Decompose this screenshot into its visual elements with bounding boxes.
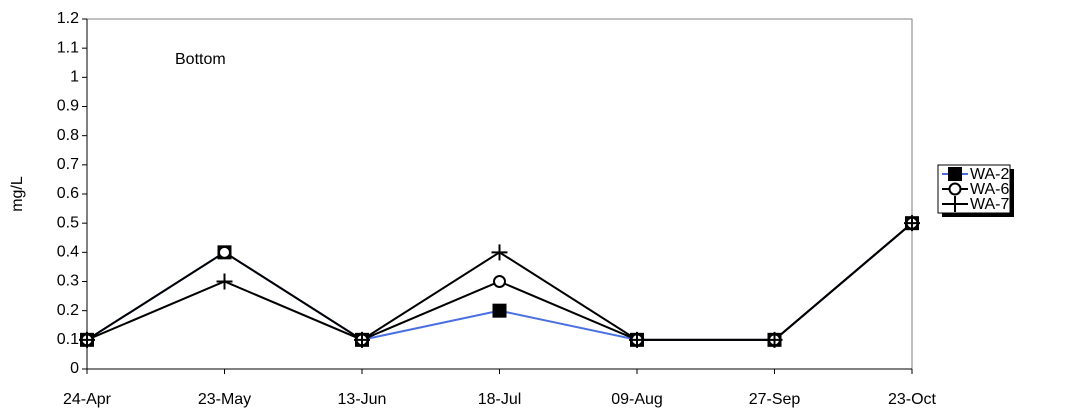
- y-tick-label: 0.2: [57, 302, 79, 319]
- marker: [218, 245, 231, 259]
- marker: [354, 331, 370, 348]
- x-tick-label: 24-Apr: [63, 391, 112, 408]
- y-tick-label: 0.9: [57, 98, 79, 115]
- legend-label: WA-6: [970, 181, 1010, 198]
- x-tick-label: 09-Aug: [611, 391, 663, 408]
- y-tick-label: 0: [70, 360, 79, 377]
- annotation: Bottom: [175, 51, 226, 68]
- legend-marker: [947, 196, 963, 212]
- y-tick-label: 0.7: [57, 156, 79, 173]
- marker: [629, 331, 645, 348]
- x-tick-label: 13-Jun: [338, 391, 387, 408]
- y-tick-label: 0.4: [57, 244, 79, 261]
- y-axis-label: mg/L: [9, 176, 26, 212]
- legend-label: WA-7: [970, 196, 1010, 213]
- marker: [491, 244, 508, 261]
- y-tick-label: 1.1: [57, 39, 79, 56]
- y-tick-label: 1: [70, 69, 79, 86]
- marker: [79, 331, 95, 348]
- y-tick-label: 0.6: [57, 185, 79, 202]
- marker: [904, 215, 920, 232]
- y-tick-label: 0.1: [57, 331, 79, 348]
- x-tick-label: 27-Sep: [749, 391, 801, 408]
- marker: [216, 273, 233, 290]
- marker: [492, 303, 507, 318]
- y-tick-label: 0.3: [57, 273, 79, 290]
- y-tick-label: 1.2: [57, 10, 79, 27]
- marker: [766, 331, 783, 348]
- x-tick-label: 23-Oct: [888, 391, 937, 408]
- legend-label: WA-2: [970, 166, 1010, 183]
- x-tick-label: 18-Jul: [478, 391, 522, 408]
- marker: [493, 275, 506, 288]
- x-tick-label: 23-May: [198, 391, 251, 408]
- y-tick-label: 0.8: [57, 127, 79, 144]
- legend-marker: [948, 182, 962, 196]
- y-tick-label: 0.5: [57, 214, 79, 231]
- legend-marker: [948, 167, 962, 181]
